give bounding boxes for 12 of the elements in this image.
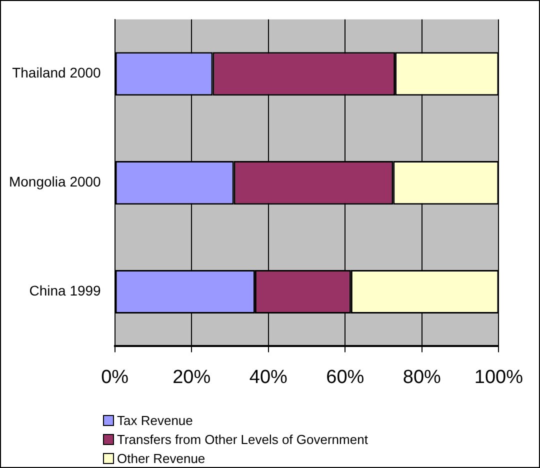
- y-tick-label: Mongolia 2000: [8, 174, 102, 190]
- x-tick-label: 0%: [101, 366, 129, 388]
- legend-label: Other Revenue: [117, 450, 206, 468]
- x-tick-label: 60%: [326, 366, 364, 388]
- x-tick-label: 40%: [249, 366, 288, 388]
- x-tick-label: 100%: [474, 366, 524, 388]
- legend-label: Tax Revenue: [117, 412, 193, 430]
- legend-label: Transfers from Other Levels of Government: [117, 431, 368, 449]
- x-tick-label: 80%: [402, 366, 442, 388]
- x-tick-label: 20%: [172, 366, 211, 388]
- y-tick-label: China 1999: [29, 282, 102, 299]
- y-tick-label: Thailand 2000: [12, 64, 102, 81]
